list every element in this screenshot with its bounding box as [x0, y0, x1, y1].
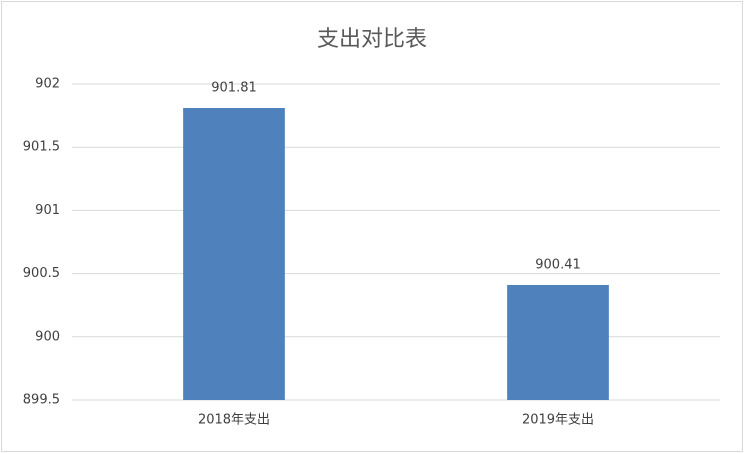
- data-label: 901.81: [211, 81, 257, 96]
- y-tick-label: 902: [35, 77, 60, 92]
- y-tick-label: 901.5: [23, 140, 60, 155]
- x-tick-label: 2018年支出: [198, 413, 270, 428]
- bar: [183, 108, 285, 401]
- y-tick-label: 901: [35, 203, 60, 218]
- data-label: 900.41: [535, 257, 581, 272]
- y-tick-label: 899.5: [23, 393, 60, 408]
- bar: [507, 284, 609, 400]
- y-tick-label: 900: [35, 329, 60, 344]
- x-tick-label: 2019年支出: [522, 413, 594, 428]
- chart-title: 支出对比表: [317, 27, 427, 52]
- y-tick-label: 900.5: [23, 266, 60, 281]
